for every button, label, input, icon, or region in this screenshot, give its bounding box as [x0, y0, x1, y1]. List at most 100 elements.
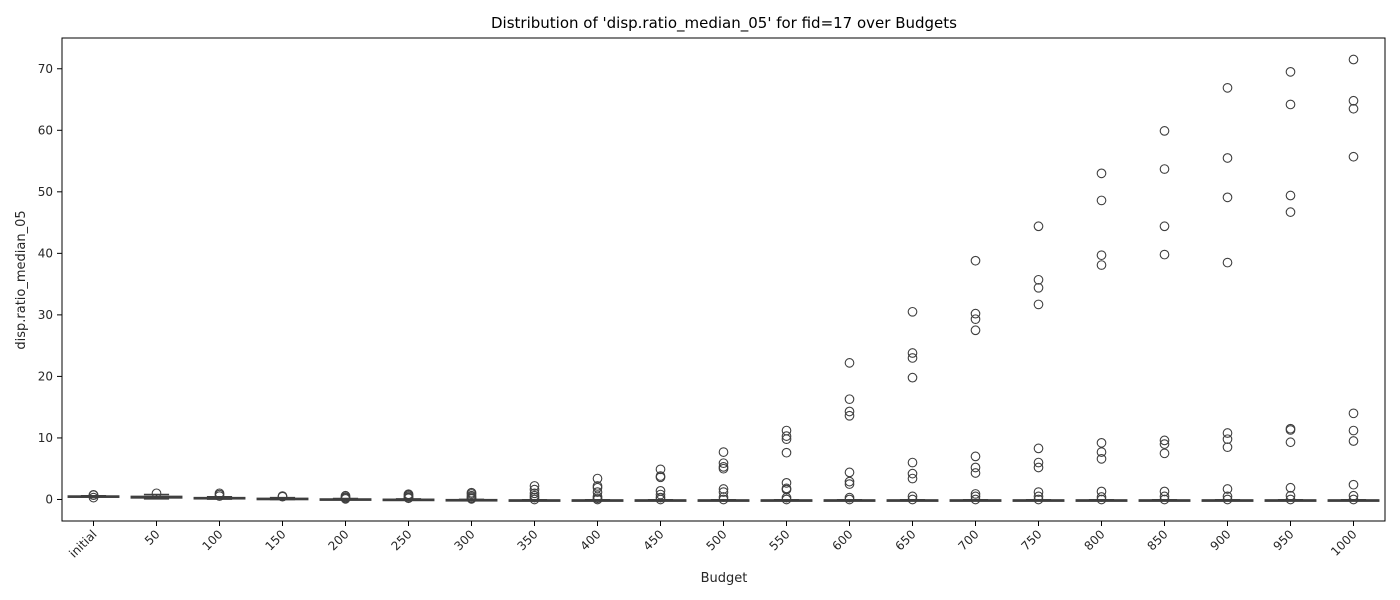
outlier-point — [907, 468, 918, 479]
outlier-point — [1033, 457, 1044, 468]
outlier-point — [1033, 494, 1044, 505]
y-tick-label: 50 — [38, 185, 53, 199]
box-group — [634, 464, 687, 505]
outlier-point — [592, 473, 603, 484]
outlier-point — [907, 494, 918, 505]
outlier-point — [970, 494, 981, 505]
outlier-point — [1222, 153, 1233, 163]
x-tick-label: 550 — [767, 527, 793, 553]
outlier-point — [907, 457, 918, 468]
outlier-point — [844, 358, 855, 368]
x-tick-label: 300 — [452, 527, 478, 553]
outlier-point — [529, 481, 540, 491]
outlier-point — [718, 492, 729, 502]
outlier-point — [970, 462, 981, 473]
x-axis-label: Budget — [701, 571, 748, 586]
box-group — [886, 306, 939, 505]
outlier-point — [340, 493, 351, 504]
outlier-point — [529, 484, 540, 495]
box-group — [508, 481, 561, 505]
outlier-point — [1222, 494, 1233, 505]
outlier-point — [1285, 66, 1296, 77]
x-tick-label: 100 — [200, 527, 226, 553]
outlier-point — [970, 314, 981, 325]
plot-area — [61, 37, 1386, 522]
outlier-point — [907, 473, 918, 484]
outlier-point — [970, 308, 981, 319]
outlier-point — [970, 489, 981, 499]
box-group — [1327, 54, 1380, 505]
x-tick-label: 200 — [326, 527, 352, 553]
outlier-point — [781, 447, 792, 458]
box-group — [445, 487, 498, 504]
outlier-point — [844, 476, 855, 487]
outlier-point — [718, 494, 729, 505]
outlier-point — [1159, 164, 1170, 174]
x-tick-label: 900 — [1208, 527, 1234, 553]
outlier-point — [970, 468, 981, 478]
outlier-point — [1159, 249, 1170, 260]
outlier-point — [1222, 491, 1233, 502]
box-group — [382, 489, 435, 504]
outlier-point — [718, 487, 729, 497]
outlier-point — [1159, 126, 1170, 136]
outlier-point — [844, 394, 855, 405]
y-tick-label: 0 — [45, 492, 53, 506]
outlier-point — [403, 489, 414, 500]
outlier-point — [1222, 434, 1233, 445]
outlier-point — [1285, 482, 1296, 493]
y-axis-label: disp.ratio_median_05 — [14, 210, 29, 349]
outlier-point — [844, 406, 855, 417]
outlier-point — [1348, 436, 1359, 446]
y-tick-label: 70 — [38, 62, 53, 76]
outlier-point — [1096, 454, 1107, 464]
outlier-point — [340, 490, 351, 501]
outlier-point — [1285, 207, 1296, 217]
x-axis: initial 50 100 150 200 250 300 350 400 450 500 550 6… — [66, 521, 1360, 560]
outlier-point — [466, 487, 477, 498]
outlier-point — [1033, 282, 1044, 293]
y-tick-label: 40 — [38, 246, 53, 260]
box-group — [571, 473, 624, 505]
outlier-point — [1285, 99, 1296, 110]
outlier-point — [1159, 494, 1170, 505]
x-tick-label: 500 — [704, 527, 730, 553]
outlier-point — [1033, 491, 1044, 502]
outlier-point — [655, 471, 666, 481]
x-tick-label: 600 — [830, 527, 856, 553]
outlier-point — [718, 462, 729, 472]
box-group — [1012, 221, 1065, 505]
outlier-point — [88, 490, 99, 500]
outlier-point — [1096, 486, 1107, 497]
outlier-point — [1033, 462, 1044, 473]
outlier-point — [1096, 195, 1107, 206]
outlier-point — [592, 487, 603, 497]
x-tick-label: 400 — [578, 527, 604, 553]
outlier-point — [151, 488, 162, 499]
outlier-point — [907, 306, 918, 317]
outlier-point — [781, 431, 792, 441]
y-axis: 0 10 20 30 40 50 60 70 — [38, 62, 62, 506]
outlier-point — [1285, 423, 1296, 434]
x-tick-label: 750 — [1019, 527, 1045, 553]
outlier-point — [1159, 448, 1170, 459]
outlier-point — [1348, 95, 1359, 106]
outlier-point — [1096, 260, 1107, 270]
outlier-point — [970, 255, 981, 266]
outlier-point — [1096, 447, 1107, 457]
outlier-point — [529, 490, 540, 501]
box-group — [193, 488, 246, 501]
outlier-point — [1159, 486, 1170, 497]
outlier-point — [1222, 442, 1233, 453]
outlier-point — [1096, 438, 1107, 448]
box-group — [949, 255, 1002, 505]
box-group — [1075, 168, 1128, 505]
outlier-point — [781, 478, 792, 488]
outlier-point — [1348, 408, 1359, 419]
outlier-point — [718, 447, 729, 457]
outlier-point — [1348, 54, 1359, 65]
outlier-point — [1159, 491, 1170, 502]
outlier-point — [88, 492, 99, 503]
outlier-point — [907, 372, 918, 383]
